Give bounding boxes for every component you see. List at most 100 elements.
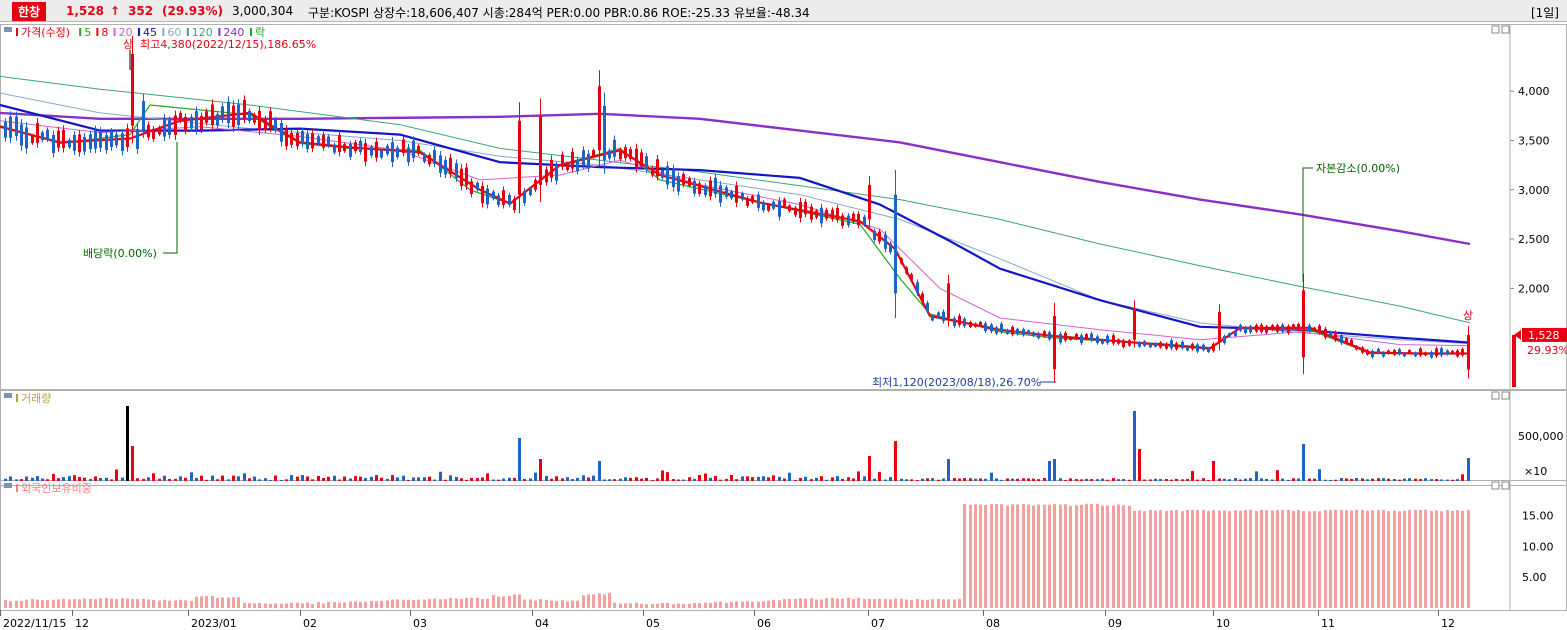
candle-body (470, 181, 473, 195)
volume-bar (1149, 479, 1152, 481)
volume-bar (746, 476, 749, 481)
volume-bar (889, 477, 892, 481)
foreign-ratio-bar (1090, 503, 1093, 608)
capital-reduction-marker (1302, 167, 1313, 282)
candle-body (1223, 336, 1226, 343)
candle-body (364, 143, 367, 162)
candle-body (523, 191, 526, 204)
candle-body (243, 99, 246, 119)
foreign-ratio-bar (41, 600, 44, 608)
candle-body (1053, 316, 1056, 370)
candle-body (847, 215, 850, 226)
volume-bar (1451, 479, 1454, 481)
candle-body (407, 147, 410, 163)
foreign-ratio-bar (1403, 510, 1406, 608)
volume-bar (1170, 479, 1173, 481)
foreign-ratio-bar (1461, 510, 1464, 608)
legend-marker (16, 484, 18, 492)
candle-body (94, 130, 97, 149)
foreign-ratio-bar (1355, 509, 1358, 608)
x-tick-label: 10 (1216, 617, 1230, 630)
candle-body (1154, 343, 1157, 347)
ma45-line (0, 103, 1471, 344)
foreign-ratio-bar (714, 602, 717, 608)
volume-bar (974, 478, 977, 481)
foreign-ratio-bar (1117, 504, 1120, 608)
candle-body (1350, 339, 1353, 345)
candle-body (174, 115, 177, 135)
foreign-ratio-bar (168, 600, 171, 608)
volume-bar (762, 476, 765, 481)
volume-bar (370, 476, 373, 481)
candle-body (1234, 330, 1237, 336)
candle-body (508, 195, 511, 205)
foreign-ratio-bar (492, 595, 495, 608)
foreign-ratio-bar (603, 594, 606, 608)
volume-bar (1181, 479, 1184, 481)
volume-bar (1398, 479, 1401, 481)
volume-bar (311, 479, 314, 481)
candle-body (1287, 326, 1290, 334)
volume-bar (1101, 478, 1104, 481)
foreign-ratio-bar (889, 599, 892, 608)
volume-tick-label: 500,000 (1518, 430, 1564, 443)
candle-body (995, 327, 998, 334)
volume-bar (306, 476, 309, 481)
candle-body (428, 154, 431, 165)
volume-bar (62, 477, 65, 481)
foreign-ratio-bar (831, 597, 834, 608)
foreign-ratio-bar (126, 598, 129, 608)
volume-bar (603, 479, 606, 481)
foreign-ratio-bar (73, 599, 76, 608)
volume-bar (1456, 479, 1459, 481)
candle-body (152, 128, 155, 140)
candle-body (804, 202, 807, 215)
volume-bar (1011, 478, 1014, 481)
volume-bar (99, 477, 102, 481)
candle-body (645, 156, 648, 170)
candle-body (963, 318, 966, 327)
volume-bar (666, 472, 669, 481)
candle-body (391, 142, 394, 163)
candle-body (1032, 332, 1035, 337)
volume-bar (115, 469, 118, 481)
candle-body (778, 201, 781, 217)
foreign-ratio-bar (894, 598, 897, 608)
volume-bar (470, 477, 473, 481)
volume-bar (4, 478, 7, 481)
foreign-ratio-bar (1170, 510, 1173, 608)
candle-body (889, 243, 892, 253)
candle-body (841, 215, 844, 226)
foreign-ratio-bar (269, 603, 272, 608)
candle-body (1138, 342, 1141, 347)
candle-body (1059, 333, 1062, 343)
foreign-ratio-bar (1043, 504, 1046, 608)
volume-bar (1218, 478, 1221, 481)
candle-body (900, 258, 903, 264)
volume-bar (232, 475, 235, 481)
candle-body (1159, 342, 1162, 348)
volume-bar (709, 477, 712, 481)
period-selector[interactable]: [1일] (1530, 6, 1559, 20)
stock-name-badge[interactable]: 한창 (12, 2, 47, 21)
foreign-ratio-bar (508, 595, 511, 608)
foreign-ratio-bar (725, 602, 728, 608)
foreign-ratio-bar (481, 599, 484, 608)
foreign-ratio-bar (640, 603, 643, 608)
candle-body (820, 207, 823, 224)
volume-bar (476, 478, 479, 481)
candle-body (1096, 336, 1099, 343)
foreign-ownership-bars (4, 503, 1470, 608)
panel-menu-icon (4, 27, 12, 32)
legend-marker (79, 28, 82, 36)
volume-bar (402, 475, 405, 481)
volume-bar (78, 477, 81, 481)
legend-marker (250, 28, 252, 36)
volume-bar (25, 476, 28, 481)
foreign-ratio-bar (741, 601, 744, 608)
candle-body (990, 324, 993, 332)
volume-bar (1122, 479, 1125, 481)
foreign-ratio-bar (1112, 505, 1115, 608)
candle-body (539, 115, 542, 185)
candle-body (1080, 335, 1083, 344)
